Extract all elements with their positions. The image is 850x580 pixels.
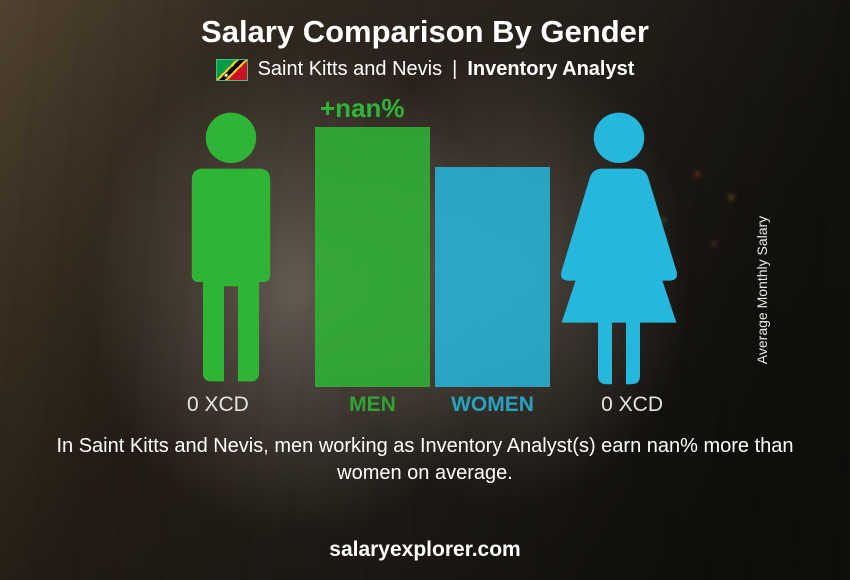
chart-area: +nan% MEN WOMEN 0 XCD 0 XCD — [145, 93, 705, 423]
women-bar-label: WOMEN — [435, 393, 550, 417]
men-value: 0 XCD — [187, 393, 249, 417]
subtitle-row: Saint Kitts and Nevis | Inventory Analys… — [216, 58, 635, 81]
men-bar: MEN — [315, 127, 430, 387]
men-bar-label: MEN — [315, 393, 430, 417]
y-axis-label: Average Monthly Salary — [754, 216, 770, 364]
female-icon — [549, 107, 689, 387]
women-bar: WOMEN — [435, 167, 550, 387]
difference-label: +nan% — [320, 93, 405, 124]
subtitle-role: Inventory Analyst — [467, 58, 634, 81]
page-title: Salary Comparison By Gender — [201, 14, 649, 50]
women-value: 0 XCD — [601, 393, 663, 417]
subtitle-country: Saint Kitts and Nevis — [258, 58, 443, 81]
subtitle-separator: | — [452, 58, 457, 81]
description-text: In Saint Kitts and Nevis, men working as… — [40, 433, 810, 487]
footer-text: salaryexplorer.com — [329, 538, 520, 562]
flag-icon — [216, 59, 248, 81]
content-container: Salary Comparison By Gender Saint Kitts … — [0, 0, 850, 580]
male-icon — [161, 107, 301, 387]
